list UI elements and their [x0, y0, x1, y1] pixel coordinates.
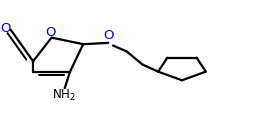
Text: NH$_2$: NH$_2$	[52, 88, 75, 103]
Text: O: O	[1, 22, 11, 35]
Text: O: O	[45, 26, 56, 39]
Text: O: O	[103, 29, 113, 42]
